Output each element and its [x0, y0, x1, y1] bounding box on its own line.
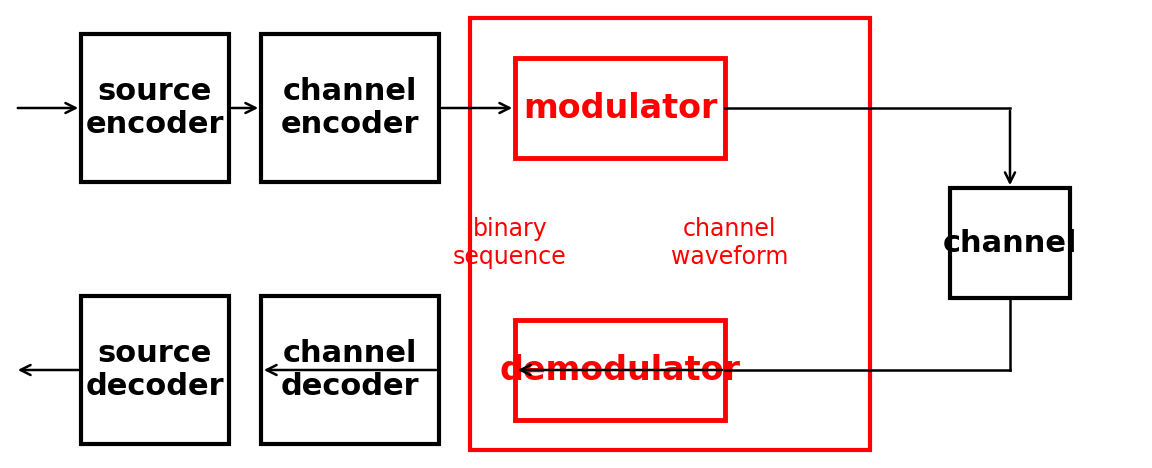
Bar — [262, 34, 439, 182]
Bar — [262, 296, 439, 444]
Bar — [81, 296, 229, 444]
Text: channel
decoder: channel decoder — [281, 339, 419, 401]
Text: demodulator: demodulator — [500, 353, 741, 387]
Bar — [81, 34, 229, 182]
Text: channel
waveform: channel waveform — [672, 217, 789, 269]
Bar — [470, 18, 870, 450]
Bar — [515, 58, 725, 158]
Text: source
encoder: source encoder — [85, 77, 225, 139]
Text: source
decoder: source decoder — [85, 339, 225, 401]
Text: channel: channel — [942, 228, 1077, 257]
Bar — [950, 188, 1070, 298]
Text: binary
sequence: binary sequence — [453, 217, 567, 269]
Bar — [515, 320, 725, 420]
Text: channel
encoder: channel encoder — [281, 77, 419, 139]
Text: modulator: modulator — [523, 92, 718, 124]
